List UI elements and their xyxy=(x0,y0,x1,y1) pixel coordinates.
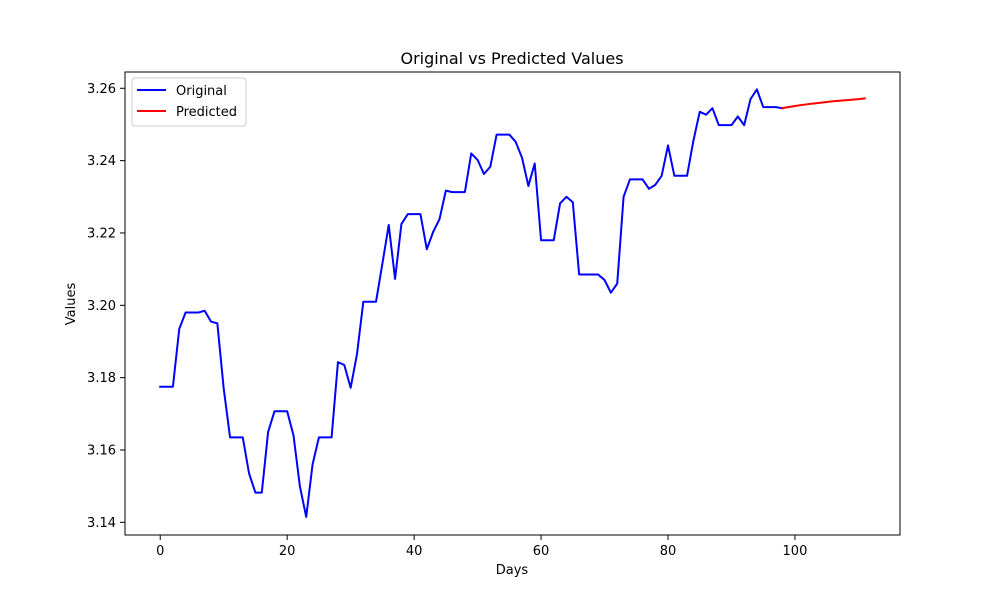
x-tick-label: 60 xyxy=(533,544,550,559)
y-tick-label: 3.20 xyxy=(87,299,116,314)
x-tick-label: 100 xyxy=(783,544,808,559)
plot-frame xyxy=(124,71,901,536)
y-axis-title: Values xyxy=(64,283,79,326)
y-tick-label: 3.14 xyxy=(87,516,116,531)
y-tick-label: 3.26 xyxy=(87,82,116,97)
chart-title: Original vs Predicted Values xyxy=(400,49,623,68)
series-group xyxy=(159,88,866,518)
x-tick-label: 0 xyxy=(156,544,164,559)
plot-area xyxy=(124,71,901,536)
x-tick-label: 40 xyxy=(406,544,423,559)
x-axis-title: Days xyxy=(496,563,529,578)
legend-label-original: Original xyxy=(176,84,227,99)
x-axis: 0 20 40 60 80 100 xyxy=(156,535,807,559)
y-axis: 3.14 3.16 3.18 3.20 3.22 3.24 3.26 xyxy=(87,82,125,531)
y-tick-label: 3.22 xyxy=(87,226,116,241)
y-tick-label: 3.18 xyxy=(87,371,116,386)
y-tick-label: 3.24 xyxy=(87,154,116,169)
x-tick-label: 20 xyxy=(279,544,296,559)
series-line-predicted xyxy=(781,97,866,110)
legend: Original Predicted xyxy=(131,77,247,127)
legend-label-predicted: Predicted xyxy=(176,105,237,120)
y-tick-label: 3.16 xyxy=(87,443,116,458)
series-line-original xyxy=(159,88,784,518)
x-tick-label: 80 xyxy=(660,544,677,559)
